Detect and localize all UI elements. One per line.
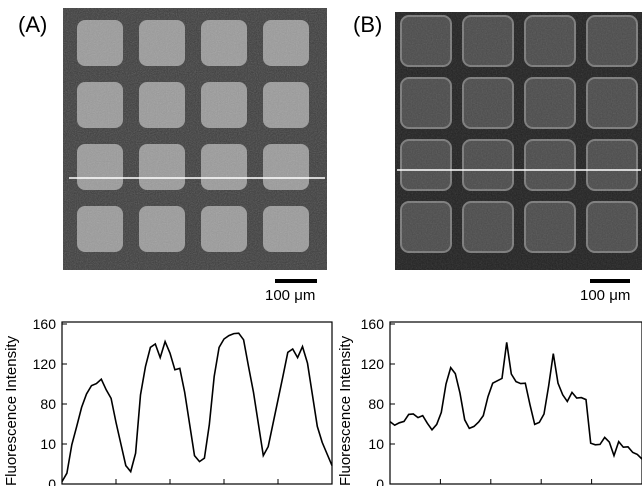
scale-bar-a-value: 100 (265, 287, 291, 304)
scale-bar-b (590, 279, 630, 283)
chart-a-ytick-label: 120 (33, 356, 57, 372)
scale-bar-b-value: 100 (580, 287, 606, 304)
chart-a: 0 10 80 120 160 (33, 316, 333, 486)
scale-bar-b-unit: μm (609, 287, 631, 304)
chart-b-series-line (389, 342, 642, 460)
micrograph-a-noise (63, 8, 327, 270)
micrograph-b-noise (395, 12, 642, 270)
chart-b-ytick-label: 120 (361, 356, 385, 372)
scale-bar-a (275, 279, 317, 283)
chart-b-ytick-label: 0 (376, 476, 384, 486)
micrograph-b (395, 12, 642, 270)
chart-a-ytick-label: 10 (40, 436, 56, 452)
micrograph-b-svg (395, 12, 642, 270)
chart-b-ytick-label: 10 (368, 436, 384, 452)
chart-a-ytick-label: 160 (33, 316, 57, 332)
chart-b-ytick-label: 160 (361, 316, 385, 332)
chart-a-ytick-label: 0 (48, 476, 56, 486)
panel-b-label: (B) (353, 12, 383, 37)
micrograph-a (63, 8, 327, 270)
scale-bar-a-unit: μm (294, 287, 316, 304)
scale-bar-b-label: 100 μm (580, 287, 630, 304)
chart-a-series-line (61, 332, 333, 483)
chart-b-ytick-label: 80 (368, 396, 384, 412)
scale-bar-a-label: 100 μm (265, 287, 315, 304)
chart-b-frame (389, 321, 642, 485)
micrograph-a-svg (63, 8, 327, 270)
chart-a-ytick-label: 80 (40, 396, 56, 412)
chart-b: 0 10 80 120 160 (361, 316, 642, 486)
panel-a-label: (A) (18, 12, 48, 37)
chart-a-frame (61, 321, 333, 485)
